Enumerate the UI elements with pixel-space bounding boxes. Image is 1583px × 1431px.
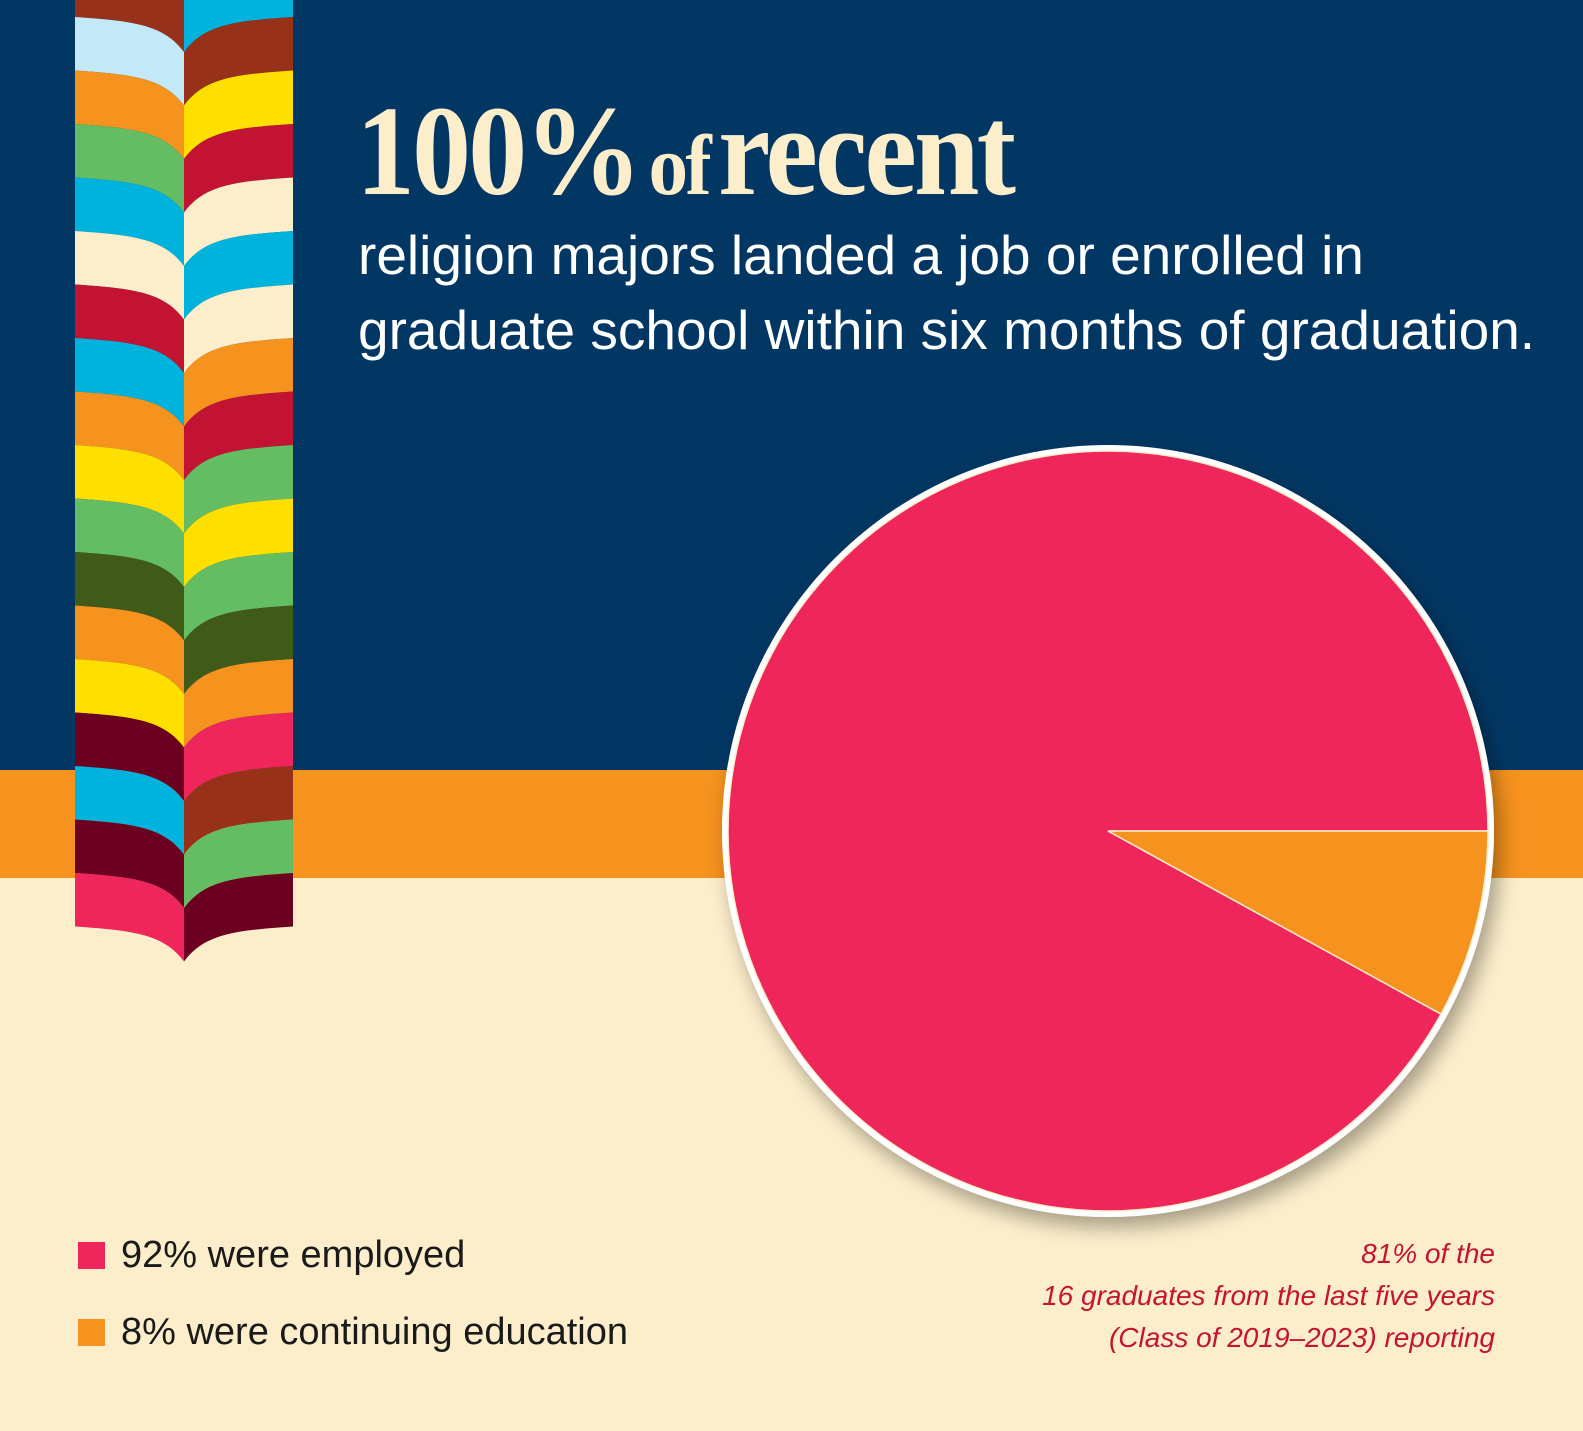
pie-slice-continuing-education xyxy=(1107,830,1489,1016)
ribbon-segment-left xyxy=(75,0,184,52)
ribbon-segment-right xyxy=(184,124,293,213)
ribbon-segment-left xyxy=(75,498,184,587)
ribbon-segment-right xyxy=(184,445,293,534)
ribbon-segment-right xyxy=(184,17,293,106)
footnote-line-1: 81% of the xyxy=(1361,1238,1495,1269)
footnote-line-3: (Class of 2019–2023) reporting xyxy=(1108,1322,1495,1353)
headline-number: 100% xyxy=(356,80,642,222)
footnote: 81% of the 16 graduates from the last fi… xyxy=(1042,1233,1495,1359)
ribbon-segment-right xyxy=(184,766,293,855)
ribbon-segment-left xyxy=(75,70,184,159)
ribbon-segment-right xyxy=(184,712,293,801)
headline-connector: of xyxy=(648,117,712,213)
ribbon-segment-right xyxy=(184,338,293,427)
ribbon-segment-left xyxy=(75,605,184,694)
ribbon-segment-right xyxy=(184,70,293,159)
ribbon-segment-right xyxy=(184,284,293,373)
footnote-line-2: 16 graduates from the last five years xyxy=(1042,1280,1495,1311)
legend-swatch-employed xyxy=(78,1242,105,1269)
ribbon-segment-right xyxy=(184,659,293,748)
ribbon-segment-left xyxy=(75,766,184,855)
ribbon-segment-left xyxy=(75,231,184,320)
ribbon-segment-right xyxy=(184,819,293,908)
legend-item-employed: 92% were employed xyxy=(78,1234,465,1277)
headline: 100% ofrecent xyxy=(356,78,1016,225)
subtitle: religion majors landed a job or enrolled… xyxy=(358,224,1536,361)
ribbon-segment-right xyxy=(184,391,293,480)
ribbon-segment-left xyxy=(75,338,184,427)
ribbon-segment-left xyxy=(75,284,184,373)
ribbon-segment-right xyxy=(184,498,293,587)
legend-label-employed: 92% were employed xyxy=(121,1234,466,1276)
ribbon-segment-left xyxy=(75,552,184,641)
ribbon-segment-left xyxy=(75,177,184,266)
ribbon-segment-left xyxy=(75,445,184,534)
legend-swatch-continuing xyxy=(78,1319,105,1346)
ribbon-segment-left xyxy=(75,873,184,962)
ribbon-segment-left xyxy=(75,712,184,801)
ribbon-segment-right xyxy=(184,231,293,320)
ribbon-segment-left xyxy=(75,17,184,106)
ribbon-segment-right xyxy=(184,605,293,694)
ribbon-segment-left xyxy=(75,659,184,748)
ribbon-segment-left xyxy=(75,124,184,213)
legend-label-continuing: 8% were continuing education xyxy=(121,1311,629,1353)
ribbon-segment-right xyxy=(184,0,293,52)
legend-item-continuing: 8% were continuing education xyxy=(78,1311,628,1354)
headline-word: recent xyxy=(718,80,1016,222)
ribbon-segment-left xyxy=(75,819,184,908)
ribbon-segment-right xyxy=(184,873,293,962)
ribbon-segment-right xyxy=(184,552,293,641)
ribbon-segment-left xyxy=(75,391,184,480)
ribbon-segment-right xyxy=(184,177,293,266)
